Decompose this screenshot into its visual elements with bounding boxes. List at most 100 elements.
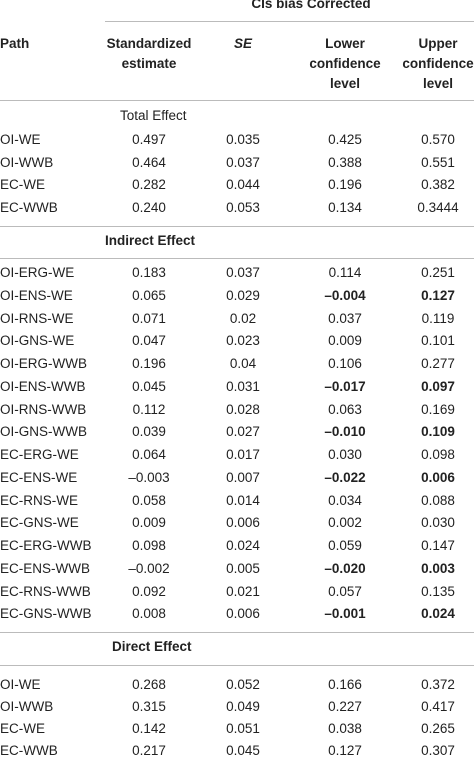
path-cell: OI-ENS-WE — [0, 287, 73, 303]
path-cell: EC-GNS-WE — [0, 515, 79, 531]
path-cell: OI-ERG-WE — [0, 265, 75, 280]
value-cell: 0.031 — [226, 378, 260, 394]
value-cell: 0.240 — [132, 199, 166, 215]
rule — [0, 632, 474, 633]
value-cell: 0.217 — [132, 743, 166, 757]
value-cell: 0.112 — [132, 401, 166, 417]
value-cell: 0.497 — [132, 132, 166, 147]
value-cell: 0.006 — [226, 606, 260, 622]
value-cell: 0.006 — [421, 469, 455, 485]
path-cell: OI-ERG-WWB — [0, 356, 87, 371]
group-header: CIs bias Corrected — [251, 0, 371, 11]
path-cell: OI-GNS-WWB — [0, 424, 87, 440]
value-cell: 0.425 — [328, 132, 362, 147]
value-cell: –0.003 — [128, 469, 170, 485]
value-cell: 0.002 — [328, 515, 362, 531]
value-cell: 0.265 — [421, 721, 455, 736]
value-cell: 0.088 — [421, 492, 455, 508]
value-cell: 0.035 — [226, 132, 260, 147]
section-title: Direct Effect — [112, 639, 192, 654]
value-cell: 0.044 — [226, 177, 260, 192]
value-cell: 0.101 — [421, 333, 455, 349]
section-title: Indirect Effect — [105, 233, 196, 248]
value-cell: 0.106 — [328, 356, 362, 371]
value-cell: 0.053 — [226, 199, 260, 215]
value-cell: 0.009 — [328, 333, 362, 349]
value-cell: 0.251 — [421, 265, 455, 280]
path-cell: OI-WWB — [0, 154, 54, 170]
value-cell: 0.007 — [226, 469, 260, 485]
rule — [0, 100, 474, 101]
path-cell: OI-ENS-WWB — [0, 378, 86, 394]
value-cell: 0.029 — [226, 287, 260, 303]
value-cell: 0.3444 — [417, 199, 459, 215]
path-cell: EC-GNS-WWB — [0, 606, 92, 622]
value-cell: –0.010 — [324, 424, 366, 440]
value-cell: 0.183 — [132, 265, 166, 280]
value-cell: 0.065 — [132, 287, 166, 303]
value-cell: 0.024 — [421, 606, 455, 622]
value-cell: 0.134 — [328, 199, 362, 215]
value-cell: 0.039 — [132, 424, 166, 440]
path-cell: OI-WE — [0, 132, 41, 147]
value-cell: 0.307 — [421, 743, 455, 757]
path-cell: EC-ERG-WE — [0, 447, 79, 462]
path-cell: EC-RNS-WWB — [0, 583, 91, 599]
path-cell: EC-RNS-WE — [0, 492, 78, 508]
value-cell: 0.196 — [132, 356, 166, 371]
value-cell: –0.022 — [324, 469, 366, 485]
value-cell: 0.028 — [226, 401, 260, 417]
value-cell: 0.057 — [328, 583, 362, 599]
value-cell: 0.059 — [328, 538, 362, 553]
path-cell: EC-ENS-WWB — [0, 560, 90, 576]
value-cell: 0.064 — [132, 447, 166, 462]
value-cell: 0.114 — [328, 265, 362, 280]
path-cell: OI-GNS-WE — [0, 333, 75, 349]
value-cell: –0.001 — [324, 606, 366, 622]
value-cell: 0.037 — [226, 265, 260, 280]
value-cell: 0.052 — [226, 677, 260, 692]
value-cell: 0.003 — [421, 560, 455, 576]
value-cell: 0.282 — [132, 177, 166, 192]
value-cell: 0.034 — [328, 492, 362, 508]
value-cell: 0.570 — [421, 132, 455, 147]
value-cell: 0.127 — [328, 743, 362, 757]
value-cell: 0.045 — [132, 378, 166, 394]
rule — [105, 21, 474, 22]
path-cell: OI-WE — [0, 677, 41, 692]
value-cell: 0.092 — [132, 583, 166, 599]
value-cell: 0.097 — [421, 378, 455, 394]
value-cell: 0.119 — [421, 310, 455, 326]
value-cell: 0.382 — [421, 177, 455, 192]
value-cell: –0.002 — [128, 560, 170, 576]
value-cell: 0.051 — [226, 721, 260, 736]
value-cell: 0.045 — [226, 743, 260, 757]
rule — [0, 665, 474, 666]
path-cell: OI-RNS-WE — [0, 310, 74, 326]
value-cell: 0.017 — [226, 447, 260, 462]
value-cell: 0.009 — [132, 515, 166, 531]
path-cell: EC-WE — [0, 177, 45, 192]
value-cell: 0.024 — [226, 538, 260, 553]
value-cell: –0.020 — [324, 560, 366, 576]
value-cell: 0.047 — [132, 333, 166, 349]
column-header: Path — [0, 36, 30, 51]
value-cell: 0.037 — [226, 154, 260, 170]
value-cell: 0.071 — [132, 310, 166, 326]
value-cell: 0.315 — [132, 699, 166, 714]
value-cell: 0.030 — [421, 515, 455, 531]
column-header: Lower confidence level — [309, 36, 381, 91]
value-cell: 0.166 — [328, 677, 362, 692]
value-cell: 0.063 — [328, 401, 362, 417]
value-cell: 0.464 — [132, 154, 166, 170]
value-cell: 0.127 — [421, 287, 455, 303]
value-cell: 0.014 — [226, 492, 260, 508]
value-cell: 0.038 — [328, 721, 362, 736]
value-cell: 0.021 — [226, 583, 260, 599]
value-cell: 0.098 — [421, 447, 455, 462]
value-cell: 0.551 — [421, 154, 455, 170]
value-cell: 0.135 — [421, 583, 455, 599]
column-header: SE — [233, 36, 252, 51]
value-cell: 0.169 — [421, 401, 455, 417]
path-cell: EC-WWB — [0, 199, 58, 215]
